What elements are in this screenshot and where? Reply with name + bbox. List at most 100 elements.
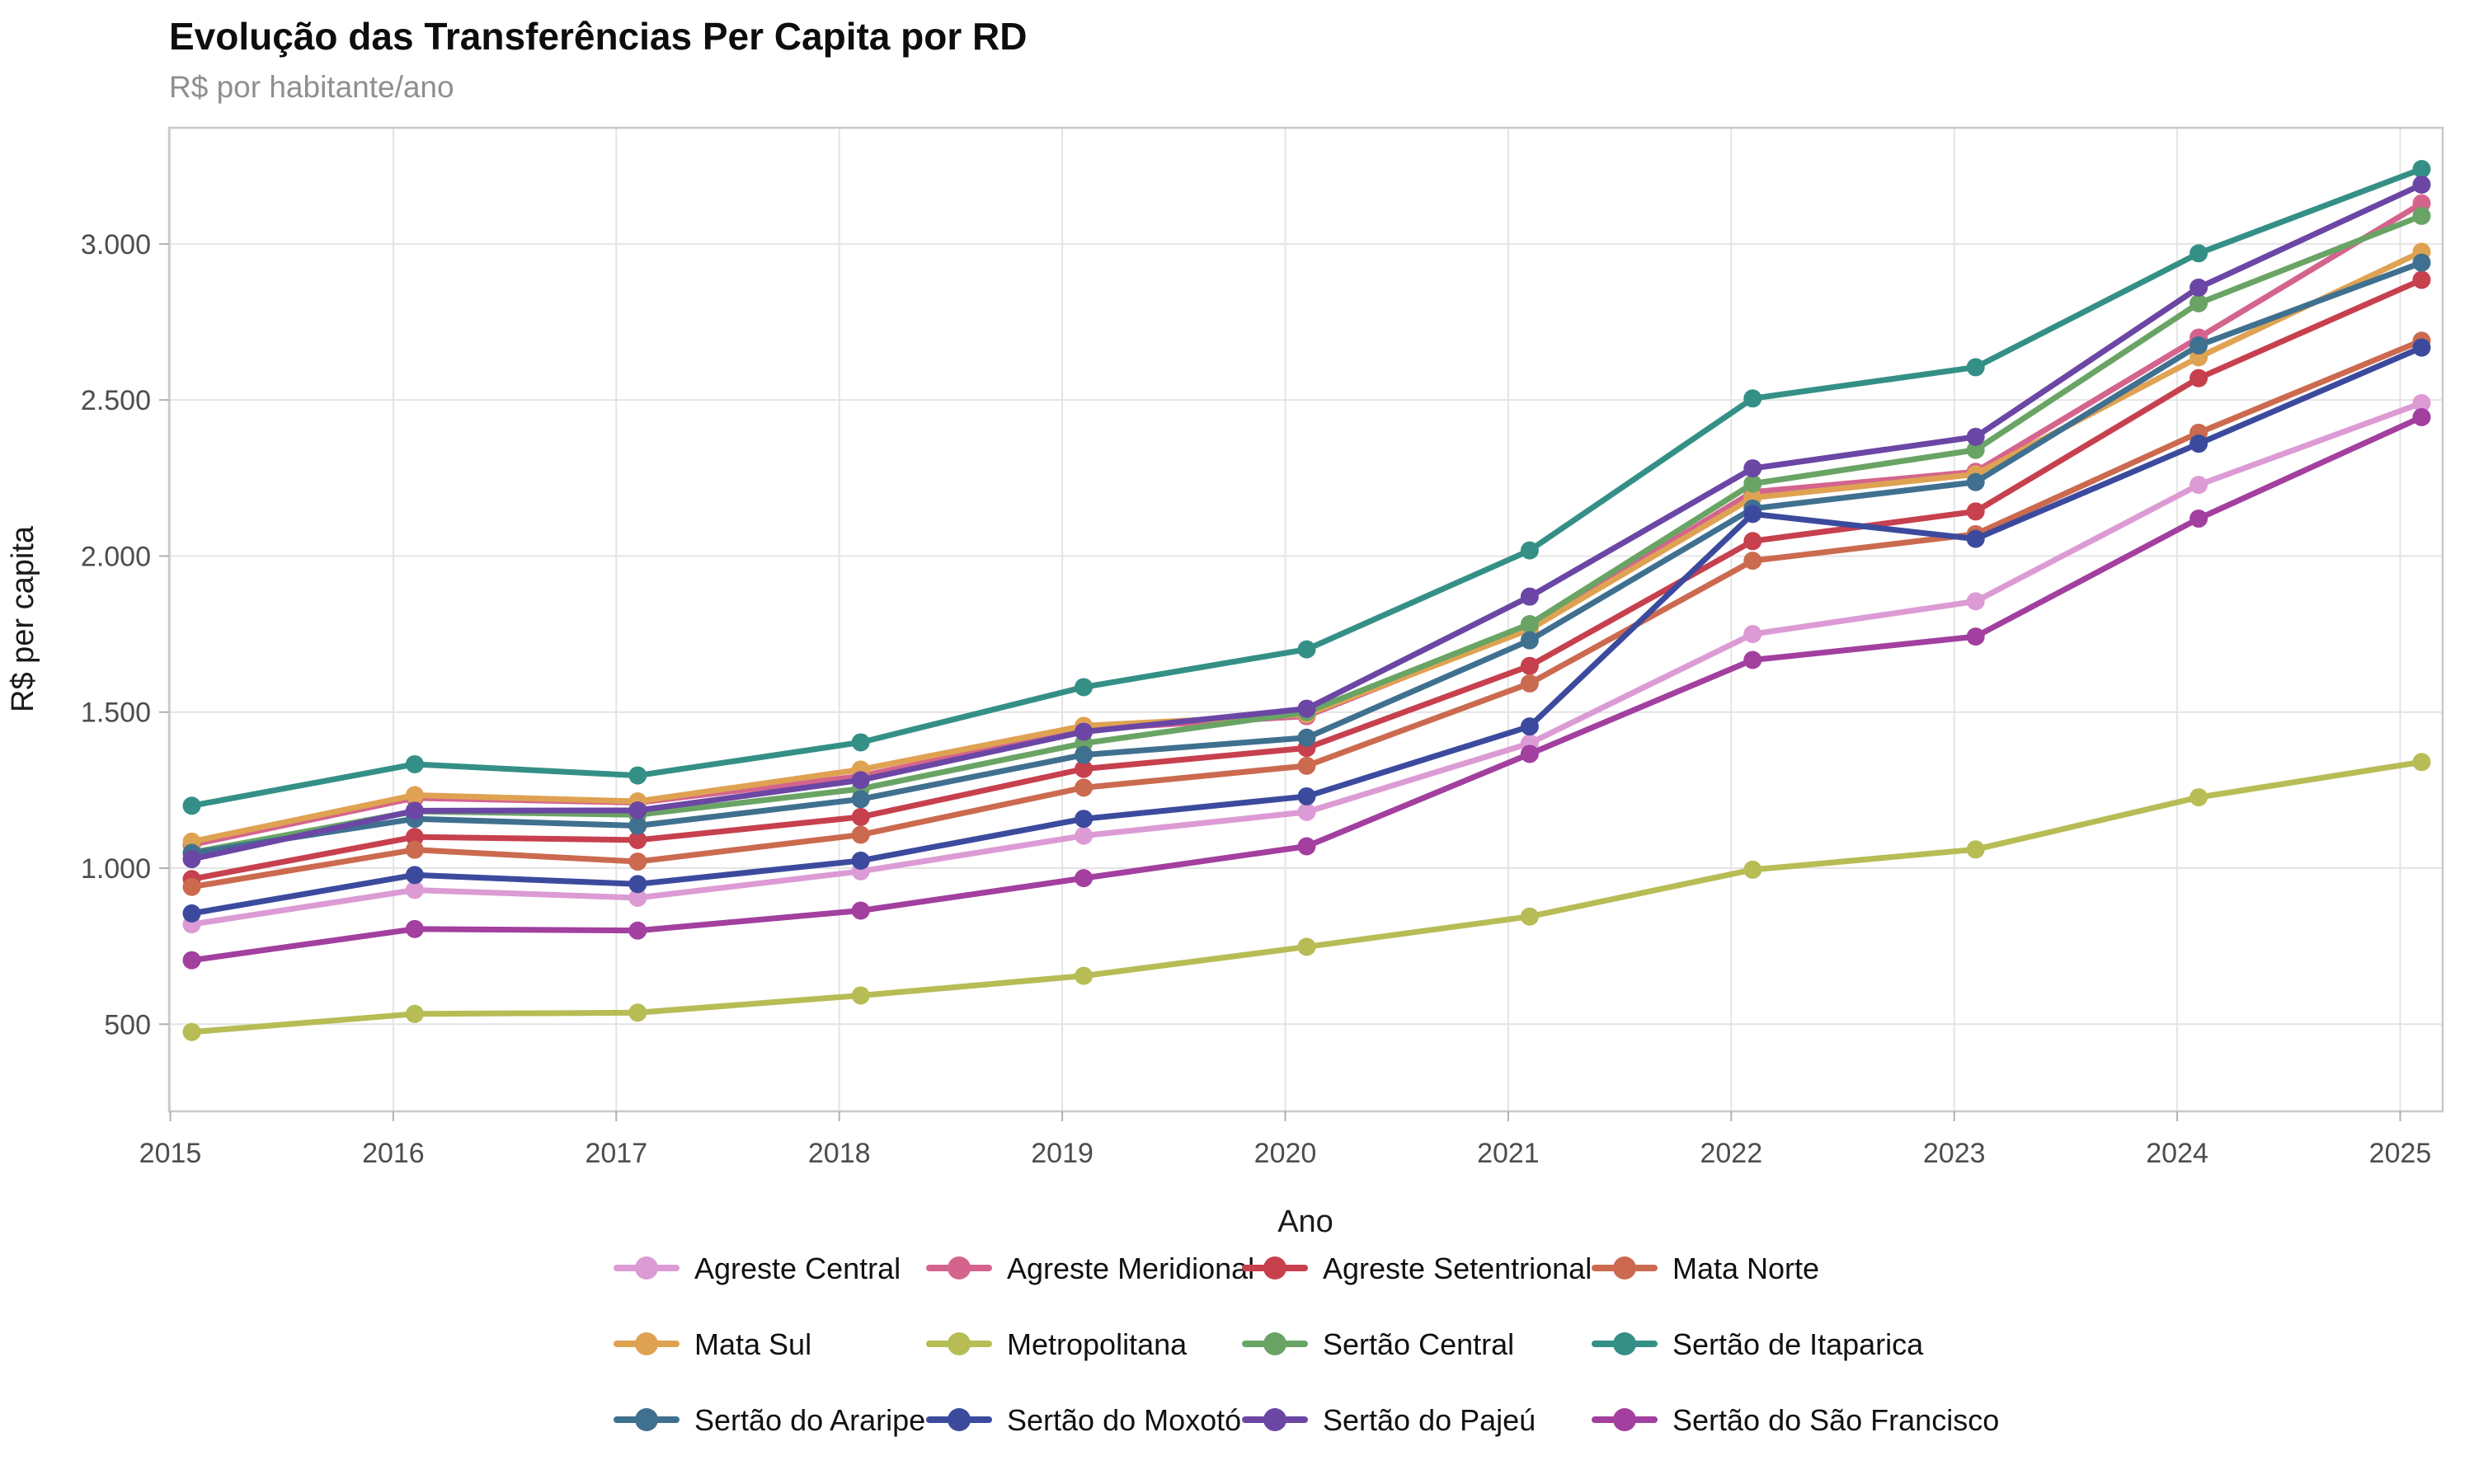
- series-point-sertao-do-sao-francisco: [628, 921, 647, 940]
- legend-label-sertao-central: Sertão Central: [1323, 1327, 1514, 1361]
- y-tick-label: 3.000: [81, 229, 151, 261]
- series-point-sertao-do-pajeu: [851, 771, 870, 790]
- series-point-agreste-central: [405, 881, 424, 899]
- series-point-sertao-do-moxoto: [1297, 787, 1316, 805]
- legend-label-mata-norte: Mata Norte: [1672, 1252, 1819, 1285]
- legend-label-mata-sul: Mata Sul: [694, 1327, 811, 1361]
- series-line-sertao-do-moxoto: [189, 345, 2425, 917]
- series-point-agreste-setentrional: [2189, 369, 2208, 387]
- legend-item-mata-sul: Mata Sul: [614, 1327, 811, 1361]
- legend-label-metropolitana: Metropolitana: [1007, 1327, 1188, 1361]
- legend-marker-dot-sertao-de-itaparica: [1613, 1332, 1636, 1355]
- series-point-agreste-central: [1743, 625, 1762, 644]
- series-point-sertao-de-itaparica: [851, 733, 870, 752]
- legend-item-mata-norte: Mata Norte: [1592, 1252, 1819, 1285]
- series-point-sertao-do-pajeu: [1743, 459, 1762, 478]
- series-point-sertao-do-araripe: [2189, 336, 2208, 355]
- axis-layer: 500 1.000 1.500 2.000 2.500 3.000 2015 2016 2017…: [81, 229, 2431, 1169]
- series-point-sertao-central: [1966, 440, 1985, 459]
- legend-label-agreste-central: Agreste Central: [694, 1252, 901, 1285]
- series-point-sertao-do-moxoto: [182, 904, 201, 923]
- series-point-sertao-de-itaparica: [405, 754, 424, 773]
- series-point-agreste-setentrional: [1966, 502, 1985, 521]
- series-point-metropolitana: [1966, 840, 1985, 859]
- legend-item-sertao-de-itaparica: Sertão de Itaparica: [1592, 1327, 1924, 1361]
- x-tick-label: 2024: [2146, 1138, 2208, 1169]
- series-point-sertao-do-pajeu: [182, 850, 201, 869]
- series-point-agreste-central: [2412, 393, 2431, 412]
- legend-marker-dot-sertao-do-sao-francisco: [1613, 1408, 1636, 1431]
- series-point-sertao-do-pajeu: [2412, 175, 2431, 194]
- y-axis-title: R$ per capita: [6, 525, 40, 712]
- legend-item-sertao-do-moxoto: Sertão do Moxotó: [926, 1403, 1241, 1437]
- series-point-sertao-do-pajeu: [1297, 699, 1316, 718]
- x-tick-label: 2022: [1700, 1138, 1762, 1169]
- series-point-agreste-central: [1966, 592, 1985, 611]
- series-point-sertao-do-moxoto: [851, 851, 870, 870]
- series-point-sertao-do-sao-francisco: [2189, 510, 2208, 528]
- series-point-sertao-do-araripe: [851, 790, 870, 809]
- series-point-metropolitana: [851, 986, 870, 1005]
- series-point-sertao-do-moxoto: [405, 866, 424, 885]
- legend-item-sertao-do-sao-francisco: Sertão do São Francisco: [1592, 1403, 1999, 1437]
- series-point-mata-norte: [405, 840, 424, 859]
- series-point-sertao-do-araripe: [1966, 472, 1985, 491]
- series-point-metropolitana: [1743, 860, 1762, 879]
- series-point-sertao-de-itaparica: [1075, 678, 1094, 697]
- chart-title: Evolução das Transferências Per Capita p…: [169, 15, 1027, 58]
- series-point-sertao-do-moxoto: [2189, 434, 2208, 453]
- series-point-sertao-do-pajeu: [1075, 722, 1094, 741]
- x-axis-title: Ano: [1277, 1205, 1333, 1239]
- series-point-agreste-setentrional: [628, 830, 647, 849]
- legend-marker-dot-sertao-do-araripe: [635, 1408, 658, 1431]
- legend-item-sertao-do-araripe: Sertão do Araripe: [614, 1403, 925, 1437]
- series-layer: [182, 160, 2431, 1041]
- series-point-agreste-setentrional: [1520, 656, 1539, 675]
- series-point-agreste-central: [1297, 802, 1316, 821]
- legend-item-agreste-setentrional: Agreste Setentrional: [1242, 1252, 1592, 1285]
- legend-item-agreste-central: Agreste Central: [614, 1252, 901, 1285]
- legend-item-metropolitana: Metropolitana: [926, 1327, 1188, 1361]
- legend-item-sertao-central: Sertão Central: [1242, 1327, 1514, 1361]
- series-point-sertao-de-itaparica: [628, 766, 647, 785]
- series-point-mata-norte: [182, 877, 201, 896]
- series-point-agreste-setentrional: [405, 828, 424, 847]
- legend-marker-dot-sertao-do-moxoto: [948, 1408, 971, 1431]
- y-tick-label: 500: [104, 1009, 151, 1040]
- x-tick-label: 2023: [1923, 1138, 1986, 1169]
- series-point-sertao-do-pajeu: [405, 801, 424, 820]
- legend-marker-dot-sertao-central: [1263, 1332, 1286, 1355]
- x-tick-label: 2021: [1477, 1138, 1540, 1169]
- series-point-sertao-do-araripe: [2412, 253, 2431, 272]
- series-point-sertao-do-moxoto: [2412, 338, 2431, 357]
- legend-marker-dot-mata-norte: [1613, 1256, 1636, 1280]
- series-point-agreste-central: [2189, 476, 2208, 495]
- series-point-sertao-central: [2412, 206, 2431, 225]
- x-tick-label: 2020: [1254, 1138, 1317, 1169]
- series-point-sertao-do-sao-francisco: [1075, 869, 1094, 888]
- series-point-sertao-do-pajeu: [1966, 427, 1985, 446]
- legend-label-agreste-meridional: Agreste Meridional: [1007, 1252, 1254, 1285]
- series-point-sertao-do-araripe: [1075, 745, 1094, 764]
- y-tick-label: 1.500: [81, 697, 151, 729]
- y-tick-label: 1.000: [81, 853, 151, 885]
- series-point-sertao-do-sao-francisco: [182, 951, 201, 970]
- series-point-sertao-central: [1743, 474, 1762, 493]
- legend-label-agreste-setentrional: Agreste Setentrional: [1323, 1252, 1592, 1285]
- series-point-sertao-de-itaparica: [2412, 160, 2431, 179]
- x-tick-label: 2018: [808, 1138, 871, 1169]
- series-point-sertao-do-sao-francisco: [1297, 837, 1316, 856]
- series-point-sertao-do-araripe: [1520, 631, 1539, 650]
- series-point-sertao-do-sao-francisco: [2412, 408, 2431, 427]
- series-point-agreste-setentrional: [2412, 270, 2431, 289]
- legend-marker-dot-agreste-central: [635, 1256, 658, 1280]
- series-point-sertao-de-itaparica: [1520, 541, 1539, 560]
- legend-marker-dot-agreste-meridional: [948, 1256, 971, 1280]
- series-point-metropolitana: [405, 1004, 424, 1023]
- series-point-sertao-de-itaparica: [2189, 244, 2208, 263]
- legend: Agreste Central Agreste Meridional Agreste…: [614, 1252, 1999, 1437]
- legend-marker-dot-agreste-setentrional: [1263, 1256, 1286, 1280]
- series-point-sertao-do-araripe: [1297, 728, 1316, 747]
- x-tick-label: 2017: [585, 1138, 647, 1169]
